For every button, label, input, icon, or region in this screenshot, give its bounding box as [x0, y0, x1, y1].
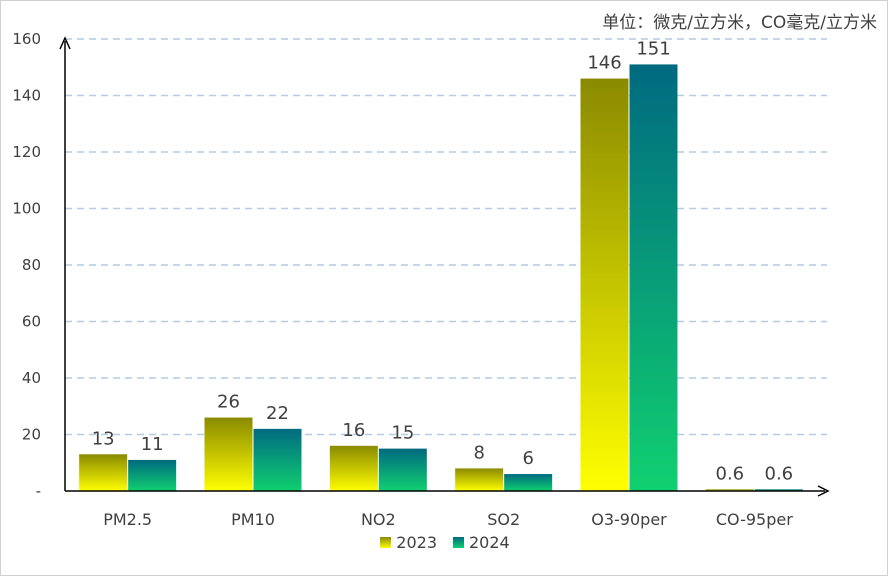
axes — [59, 36, 830, 497]
data-label: 8 — [473, 442, 484, 463]
y-tick-label: 20 — [22, 426, 41, 444]
gridlines — [65, 38, 827, 436]
x-category-label: SO2 — [487, 510, 520, 529]
bar-2024-no2 — [378, 448, 427, 491]
x-axis-arrow — [817, 485, 830, 497]
bar-2024-o3-90per — [629, 64, 678, 492]
y-tick-label: 100 — [12, 200, 41, 218]
data-label: 16 — [342, 420, 365, 441]
legend-swatch-2024 — [453, 537, 464, 548]
y-tick-label: 160 — [12, 30, 41, 48]
legend-label-2023: 2023 — [396, 533, 437, 552]
y-tick-label: 120 — [12, 143, 41, 161]
y-tick-label: 140 — [12, 87, 41, 105]
data-label: 0.6 — [716, 463, 745, 484]
y-tick-label: 80 — [22, 256, 41, 274]
x-category-label: PM10 — [231, 510, 275, 529]
x-category-label: PM2.5 — [103, 510, 152, 529]
bars — [79, 64, 803, 492]
data-label: 6 — [522, 448, 533, 469]
bar-2024-co-95per — [754, 489, 803, 491]
data-label: 13 — [92, 428, 115, 449]
bar-2023-co-95per — [705, 489, 754, 491]
legend-label-2024: 2024 — [469, 533, 510, 552]
bar-2023-so2 — [455, 468, 504, 491]
data-label: 15 — [391, 423, 414, 444]
bar-2023-pm2-5 — [79, 454, 128, 491]
bar-2023-no2 — [329, 445, 378, 491]
data-label: 11 — [141, 434, 164, 455]
y-axis-arrow — [59, 36, 71, 50]
legend-swatch-2023 — [380, 537, 392, 548]
data-label: 26 — [217, 392, 240, 413]
y-tick-label: 60 — [22, 313, 41, 331]
legend-item-2024: 2024 — [453, 533, 510, 552]
bar-2024-pm10 — [253, 428, 302, 491]
data-label: 22 — [266, 403, 289, 424]
labels: - 20 40 60 80 100 120 140 160 13 11 PM2.5 26 22 PM10 16… — [12, 30, 793, 529]
x-category-label: O3-90per — [591, 510, 667, 529]
y-tick-label: - — [36, 482, 41, 500]
bar-2023-o3-90per — [580, 78, 629, 492]
legend-item-2023: 2023 — [380, 533, 437, 552]
y-tick-label: 40 — [22, 369, 41, 387]
data-label: 151 — [636, 38, 670, 59]
x-category-label: CO-95per — [716, 510, 793, 529]
data-label: 0.6 — [765, 463, 794, 484]
x-category-label: NO2 — [361, 510, 396, 529]
unit-note: 单位：微克/立方米，CO毫克/立方米 — [602, 13, 877, 33]
legend: 2023 2024 — [1, 533, 888, 552]
bar-2024-pm2-5 — [128, 459, 177, 491]
bar-2023-pm10 — [204, 417, 253, 491]
data-label: 146 — [587, 53, 621, 74]
bar-2024-so2 — [504, 474, 553, 491]
